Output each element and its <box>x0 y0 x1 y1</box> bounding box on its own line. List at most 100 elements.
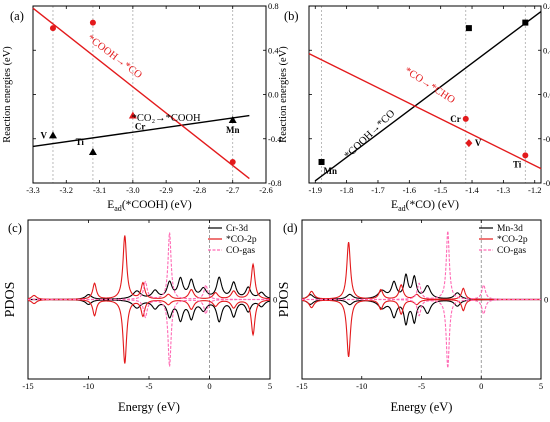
x-tick-label: -1.2 <box>528 185 541 195</box>
x-tick-label: -10 <box>356 381 367 391</box>
x-axis-label: Ead(*CO) (eV) <box>391 199 459 213</box>
x-tick-label: -3.0 <box>126 185 139 195</box>
legend-label: Mn-3d <box>497 224 523 234</box>
x-tick-label: -1.4 <box>465 185 479 195</box>
x-tick-label: -2.9 <box>159 185 172 195</box>
data-point <box>229 158 236 165</box>
pdos-curve-down <box>27 299 271 364</box>
x-tick-label: -10 <box>83 381 94 391</box>
x-tick-label: -5 <box>418 381 425 391</box>
data-point <box>522 152 529 159</box>
data-point <box>318 158 325 165</box>
pdos-curve-down <box>302 298 541 369</box>
panel-label: (c) <box>8 221 22 235</box>
legend-label: Cr-3d <box>226 224 248 234</box>
y-tick-label: 0.8 <box>268 1 279 11</box>
plot-frame <box>308 5 542 184</box>
y-axis-label: PDOS <box>3 282 18 318</box>
legend-label: CO-gas <box>226 246 255 256</box>
point-label: Ti <box>76 137 85 147</box>
panel-d: -15 -10 -5 0 5 0 Energy (eV) PDOS (d) Mn-3d*CO-2p… <box>277 219 548 414</box>
y-tick-label: -0.8 <box>543 178 550 188</box>
series-annotation: *COOH→*CO <box>85 33 144 81</box>
point-label: Cr <box>450 114 461 124</box>
y-axis-label: Reaction energies (eV) <box>2 46 13 143</box>
fit-line <box>32 114 250 148</box>
y-tick-label: -0.4 <box>268 134 282 144</box>
x-tick-label: -1.8 <box>340 185 353 195</box>
y-tick-label: 0.4 <box>543 45 550 55</box>
y-tick-label: 0 <box>544 295 548 305</box>
series-annotation: *CO₂→*COOH <box>132 113 201 124</box>
y-axis-label: PDOS <box>277 282 292 318</box>
pdos-curve-up <box>28 276 271 300</box>
fit-line <box>308 52 542 170</box>
data-point <box>462 115 469 122</box>
data-point <box>522 19 529 26</box>
data-point <box>465 25 472 32</box>
point-label: V <box>475 138 482 148</box>
y-tick-label: 0 <box>273 295 277 305</box>
point-label: Cr <box>135 122 146 132</box>
x-axis-label: Energy (eV) <box>391 400 453 414</box>
x-tick-label: -1.9 <box>309 185 322 195</box>
x-tick-label: 5 <box>539 381 543 391</box>
y-axis-label: Reaction energies (eV) <box>278 46 289 143</box>
point-label: V <box>40 130 47 140</box>
panel-label: (b) <box>284 9 299 23</box>
panel-c: -15 -10 -5 0 5 0 Energy (eV) PDOS (c) Cr-3d*CO-2p… <box>3 219 277 414</box>
x-tick-label: -5 <box>145 381 152 391</box>
x-tick-label: 0 <box>207 381 211 391</box>
data-point <box>88 148 97 156</box>
x-tick-label: -3.1 <box>93 185 106 195</box>
series-annotation: *COOH→*CO <box>343 108 398 162</box>
y-tick-label: 0.8 <box>543 1 550 11</box>
y-tick-label: -0.4 <box>543 134 550 144</box>
pdos-curve-down <box>28 298 270 367</box>
series-annotation: *CO→*CHO <box>402 65 457 106</box>
pdos-curve-up <box>301 273 541 300</box>
panel-a: -3.3 -3.2 -3.1 -3.0 -2.9 -2.8 -2.7 -2.6-0.8 -0.4… <box>2 1 282 213</box>
x-tick-label: -15 <box>22 381 33 391</box>
data-point <box>89 19 96 26</box>
x-axis-label: Energy (eV) <box>118 400 180 414</box>
legend-label: CO-gas <box>497 246 526 256</box>
x-axis-label: Ead(*COOH) (eV) <box>107 199 192 213</box>
x-tick-label: -2.8 <box>193 185 206 195</box>
plot-frame <box>32 5 267 184</box>
x-tick-label: -2.7 <box>226 185 239 195</box>
pdos-curve-down <box>301 299 541 326</box>
x-tick-label: -1.3 <box>497 185 510 195</box>
x-tick-label: -15 <box>296 381 307 391</box>
x-tick-label: -3.2 <box>60 185 73 195</box>
y-tick-label: 0.0 <box>543 90 550 100</box>
panel-label: (a) <box>10 9 24 23</box>
x-tick-label: -2.6 <box>259 185 272 195</box>
pdos-curve-up <box>28 232 270 301</box>
x-tick-label: -1.6 <box>403 185 416 195</box>
x-tick-label: 0 <box>479 381 483 391</box>
data-point <box>48 131 57 139</box>
pdos-curve-down <box>28 299 271 323</box>
y-tick-label: 0.4 <box>268 45 279 55</box>
data-point <box>228 115 237 123</box>
panel-b: -1.9 -1.8 -1.7 -1.6 -1.5 -1.4 -1.3 -1.2-0.8 -0.4… <box>278 1 550 213</box>
point-label: Mn <box>226 125 240 135</box>
point-label: Ti <box>513 159 522 169</box>
x-tick-label: -3.3 <box>26 185 39 195</box>
data-point <box>49 25 56 32</box>
fit-line <box>314 10 542 182</box>
y-tick-label: -0.8 <box>268 178 281 188</box>
data-point <box>128 111 137 119</box>
pdos-curve-up <box>302 230 541 301</box>
x-tick-label: -1.7 <box>371 185 384 195</box>
fit-line <box>32 7 250 180</box>
x-tick-label: 5 <box>268 381 272 391</box>
point-label: Mn <box>324 166 338 176</box>
x-tick-label: -1.5 <box>434 185 447 195</box>
panel-label: (d) <box>283 221 298 235</box>
y-tick-label: 0.0 <box>268 90 279 100</box>
legend-label: *CO-2p <box>497 235 528 245</box>
data-point <box>465 139 473 148</box>
